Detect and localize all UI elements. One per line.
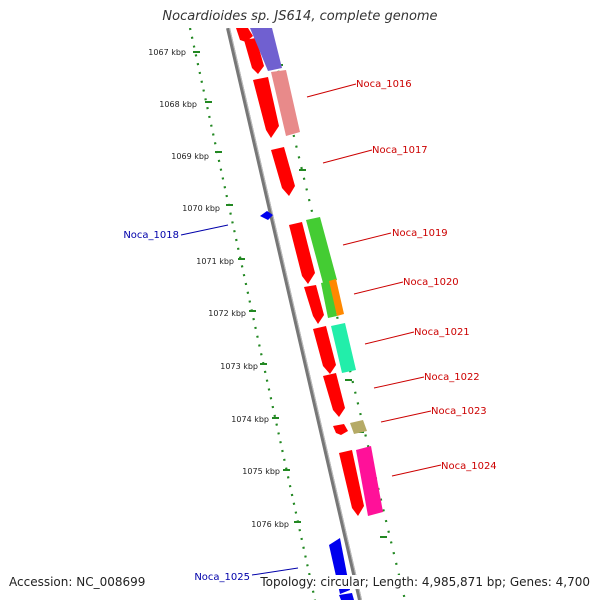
feature-lane: [250, 28, 383, 516]
major-ticks: [193, 51, 301, 523]
gene-arrow-noca-1017[interactable]: [271, 147, 295, 196]
gene-arrow[interactable]: [244, 38, 264, 74]
gene-arrow-noca-1018[interactable]: [260, 211, 273, 220]
gene-arrow-noca-1023[interactable]: [333, 424, 348, 435]
gene-arrow-noca-1019[interactable]: [289, 222, 315, 284]
gene-arrow[interactable]: [236, 28, 253, 42]
track-band: [196, 28, 408, 600]
gene-label-noca-1017[interactable]: Noca_1017: [372, 145, 428, 156]
tick-label: 1069 kbp: [171, 152, 209, 161]
label-leaders: [180, 83, 442, 576]
gene-label-noca-1022[interactable]: Noca_1022: [424, 372, 480, 383]
gene-label-noca-1021[interactable]: Noca_1021: [414, 327, 470, 338]
tick-track: [188, 28, 317, 600]
feature-bar-noca-1024[interactable]: [356, 446, 383, 516]
tick-label: 1076 kbp: [251, 520, 289, 529]
gene-label-noca-1019[interactable]: Noca_1019: [392, 228, 448, 239]
gene-arrow-bottom[interactable]: [339, 593, 354, 600]
tick-label: 1072 kbp: [208, 309, 246, 318]
gene-label-noca-1018[interactable]: Noca_1018: [123, 230, 179, 241]
forward-strand-genes: [236, 28, 364, 516]
tick-label: 1067 kbp: [148, 48, 186, 57]
tick-label: 1068 kbp: [159, 100, 197, 109]
map-title: Nocardioides sp. JS614, complete genome: [162, 9, 438, 24]
gene-arrow-noca-1016[interactable]: [253, 77, 279, 138]
genome-backbone: [226, 28, 362, 600]
gene-arrow-noca-1021[interactable]: [313, 326, 336, 374]
feature-bar-noca-1020[interactable]: [329, 279, 344, 316]
gene-arrow-noca-1024[interactable]: [339, 450, 364, 516]
feature-bar-noca-1021[interactable]: [331, 323, 356, 373]
feature-bar-noca-1020-green[interactable]: [321, 281, 337, 318]
gene-label-noca-1025[interactable]: Noca_1025: [194, 572, 250, 583]
gene-label-noca-1020[interactable]: Noca_1020: [403, 277, 459, 288]
feature-bar-noca-1016[interactable]: [271, 70, 300, 136]
tick-label: 1071 kbp: [196, 257, 234, 266]
feature-bar-noca-1019[interactable]: [306, 217, 337, 283]
tick-label: 1073 kbp: [220, 362, 258, 371]
gene-label-noca-1024[interactable]: Noca_1024: [441, 461, 497, 472]
backbone-highlight: [229, 28, 362, 600]
feature-bar-noca-1023[interactable]: [350, 420, 367, 434]
genome-summary: Topology: circular; Length: 4,985,871 bp…: [260, 575, 590, 589]
gene-label-noca-1023[interactable]: Noca_1023: [431, 406, 487, 417]
gene-arrow-noca-1020[interactable]: [304, 285, 324, 324]
gene-arrow-noca-1022[interactable]: [323, 373, 345, 417]
tick-label: 1070 kbp: [182, 204, 220, 213]
gene-label-noca-1016[interactable]: Noca_1016: [356, 79, 412, 90]
tick-label: 1075 kbp: [242, 467, 280, 476]
tick-label: 1074 kbp: [231, 415, 269, 424]
feature-bar[interactable]: [250, 28, 282, 71]
accession-text: Accession: NC_008699: [9, 575, 146, 589]
